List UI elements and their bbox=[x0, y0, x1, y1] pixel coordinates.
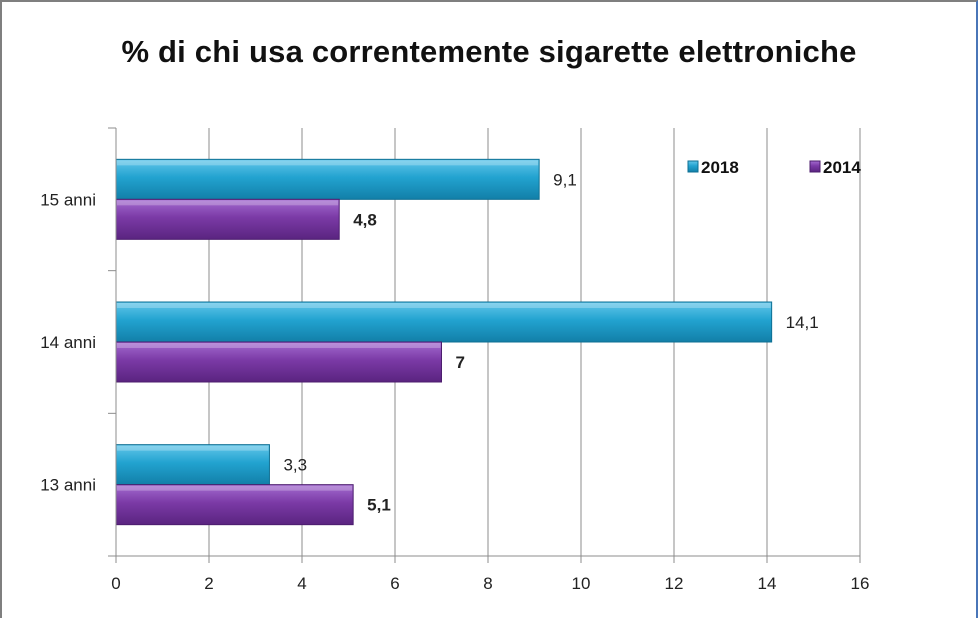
x-tick-label: 6 bbox=[390, 574, 399, 593]
x-tick-label: 14 bbox=[758, 574, 777, 593]
bar-2014 bbox=[115, 198, 340, 240]
bar-2014 bbox=[115, 484, 354, 526]
bar-highlight bbox=[117, 200, 339, 206]
data-label-2018: 9,1 bbox=[553, 170, 577, 189]
bar-highlight bbox=[117, 160, 539, 166]
y-category-label: 15 anni bbox=[40, 190, 96, 209]
y-category-label: 14 anni bbox=[40, 333, 96, 352]
x-tick-label: 8 bbox=[483, 574, 492, 593]
x-tick-label: 0 bbox=[111, 574, 120, 593]
bar-highlight bbox=[117, 445, 269, 451]
data-label-2014: 7 bbox=[456, 353, 465, 372]
bar-highlight bbox=[117, 303, 771, 308]
data-label-2014: 4,8 bbox=[353, 210, 377, 229]
legend-label-2018: 2018 bbox=[701, 158, 739, 177]
legend-label-2014: 2014 bbox=[823, 158, 861, 177]
bar-highlight bbox=[117, 485, 353, 491]
x-tick-label: 10 bbox=[572, 574, 591, 593]
data-label-2018: 3,3 bbox=[283, 456, 307, 475]
x-tick-label: 2 bbox=[204, 574, 213, 593]
y-category-label: 13 anni bbox=[40, 476, 96, 495]
data-label-2014: 5,1 bbox=[367, 496, 391, 515]
x-tick-label: 12 bbox=[665, 574, 684, 593]
legend-swatch-2018 bbox=[687, 160, 699, 173]
data-label-2018: 14,1 bbox=[786, 313, 819, 332]
x-tick-label: 4 bbox=[297, 574, 306, 593]
bar-2014 bbox=[115, 341, 442, 383]
legend-swatch-2014 bbox=[809, 160, 821, 173]
bar-2018 bbox=[115, 301, 773, 343]
bar-highlight bbox=[117, 343, 441, 348]
x-tick-label: 16 bbox=[851, 574, 870, 593]
chart-title: % di chi usa correntemente sigarette ele… bbox=[121, 34, 857, 69]
